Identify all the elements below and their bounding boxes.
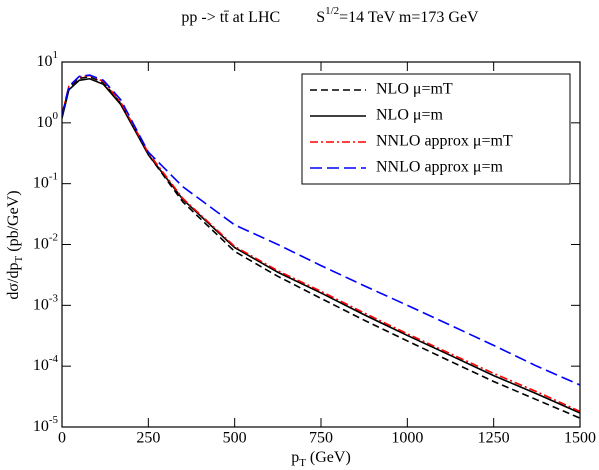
x-tick-label: 500 (223, 430, 247, 447)
legend-label: NNLO approx μ=m (376, 159, 503, 176)
x-tick-label: 750 (309, 430, 333, 447)
label-part: T (13, 255, 25, 262)
label-part: dσ/dp (5, 262, 22, 299)
x-tick-label: 250 (136, 430, 160, 447)
label-part: (pb/GeV) (5, 190, 22, 255)
x-tick-label: 1250 (478, 430, 510, 447)
y-tick-label: 10-1 (33, 170, 58, 191)
legend-label: NNLO approx μ=mT (376, 133, 513, 150)
x-axis-label: pT (GeV) (291, 449, 351, 469)
y-tick-label: 100 (37, 109, 59, 130)
title-part: 1/2 (325, 5, 339, 17)
series-line (62, 76, 580, 419)
title-part: pp -> tt̄ at LHC (181, 9, 280, 26)
y-tick-label: 10-4 (33, 353, 59, 374)
label-part: T (299, 457, 306, 469)
plot-frame (61, 61, 581, 428)
series-line (62, 74, 580, 386)
title-part: =14 TeV m=173 GeV (339, 9, 479, 26)
series-line (62, 77, 580, 414)
y-axis-label: dσ/dpT (pb/GeV) (5, 190, 25, 299)
legend-label: NLO μ=m (376, 107, 443, 124)
x-tick-label: 1000 (391, 430, 423, 447)
y-tick-label: 10-3 (33, 292, 59, 313)
y-tick-label: 10-2 (33, 231, 58, 252)
title-part: S (316, 9, 325, 26)
y-tick-label: 10-5 (33, 414, 59, 435)
y-tick-label: 101 (37, 49, 59, 70)
label-part: (GeV) (306, 449, 351, 466)
legend-label: NLO μ=mT (376, 81, 453, 98)
x-tick-label: 1500 (564, 430, 596, 447)
chart-title: pp -> tt̄ at LHC S1/2=14 TeV m=173 GeV (181, 5, 479, 26)
label-part: p (291, 449, 299, 466)
x-tick-label: 0 (58, 430, 66, 447)
legend-box (301, 73, 571, 185)
